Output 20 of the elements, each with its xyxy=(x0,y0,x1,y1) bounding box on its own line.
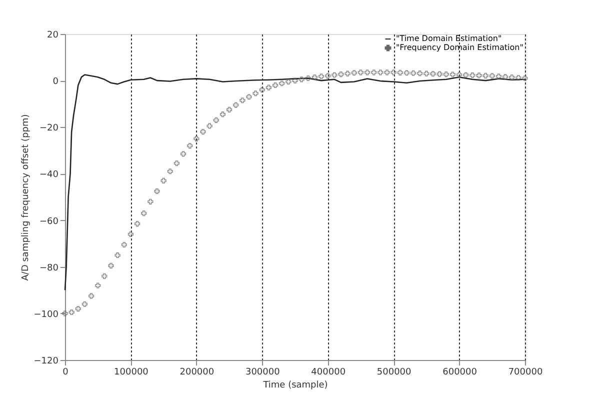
x-tick-label: 100000 xyxy=(114,368,149,378)
y-tick-label: 0 xyxy=(52,77,59,88)
y-tick-label: 20 xyxy=(47,30,59,40)
x-axis-title: Time (sample) xyxy=(262,380,328,390)
x-tick-label: 400000 xyxy=(311,368,346,378)
legend-label: "Frequency Domain Estimation" xyxy=(396,43,524,52)
x-tick-label: 0 xyxy=(62,368,69,378)
x-tick-label: 700000 xyxy=(508,368,543,378)
y-axis-title: A/D sampling frequency offset (ppm) xyxy=(20,114,31,281)
y-tick-label: −80 xyxy=(40,263,59,274)
y-tick-label: −100 xyxy=(34,310,59,320)
legend-label: "Time Domain Estimation" xyxy=(396,34,502,43)
x-tick-label: 300000 xyxy=(245,368,280,378)
x-tick-label: 500000 xyxy=(376,368,412,378)
y-tick-label: −20 xyxy=(40,124,59,134)
y-tick-label: −120 xyxy=(34,356,59,366)
y-tick-label: −40 xyxy=(40,170,59,180)
x-tick-label: 600000 xyxy=(442,368,478,378)
x-tick-label: 200000 xyxy=(180,368,214,378)
y-tick-label: −60 xyxy=(40,216,59,227)
